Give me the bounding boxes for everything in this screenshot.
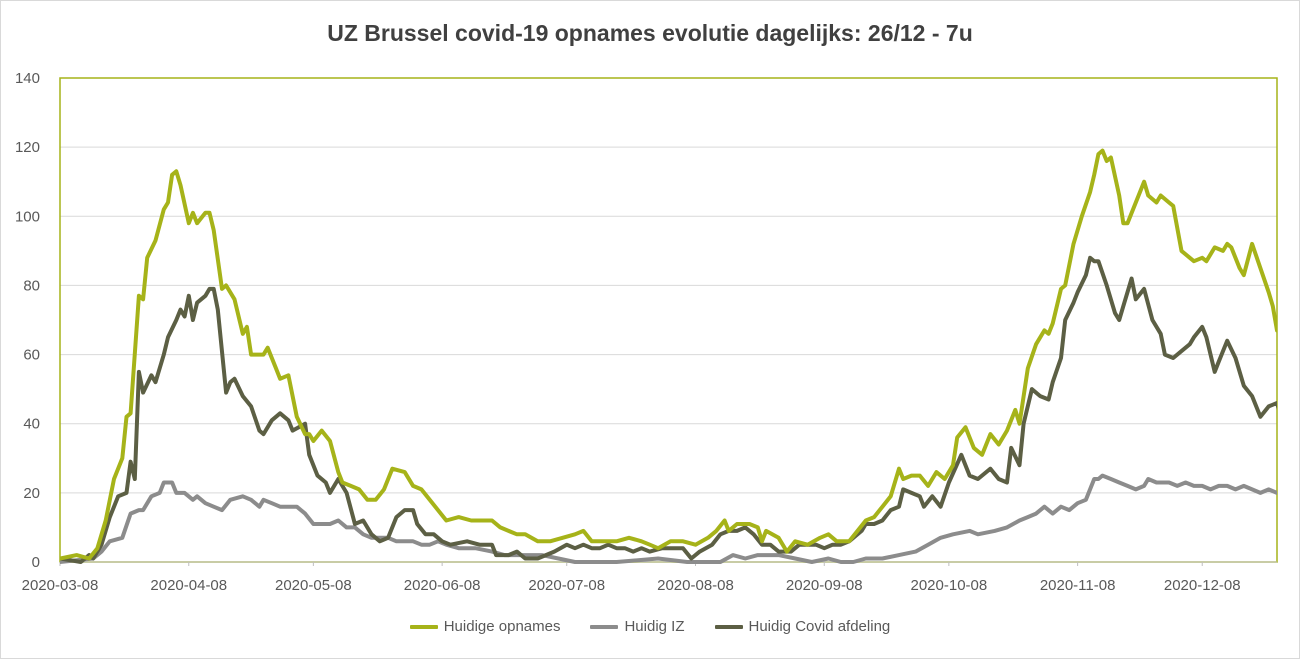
- x-tick-label: 2020-09-08: [786, 577, 863, 594]
- x-tick-label: 2020-07-08: [528, 577, 605, 594]
- plot-area-border: [59, 77, 1278, 563]
- y-tick-label: 120: [15, 139, 40, 156]
- series-layer: [60, 148, 1277, 564]
- legend-swatch-huidig-iz: [590, 624, 619, 629]
- y-tick-label: 40: [23, 416, 40, 433]
- series-line-huidig-covid-afdeling: [60, 255, 1277, 564]
- y-tick-label: 0: [32, 554, 40, 571]
- y-tick-label: 140: [15, 70, 40, 87]
- series-line-huidige-opnames: [60, 148, 1277, 561]
- legend: Huidige opnames Huidig IZ Huidig Covid a…: [0, 618, 1300, 635]
- x-tick-label: 2020-05-08: [275, 577, 352, 594]
- x-tick-label: 2020-06-08: [404, 577, 481, 594]
- y-tick-label: 60: [23, 347, 40, 364]
- y-tick-label: 20: [23, 485, 40, 502]
- legend-item-huidige-opnames: Huidige opnames: [409, 618, 561, 635]
- y-tick-label: 80: [23, 277, 40, 294]
- legend-swatch-huidige-opnames: [409, 624, 438, 629]
- x-tick-label: 2020-04-08: [150, 577, 227, 594]
- legend-label-huidige-opnames: Huidige opnames: [443, 618, 561, 635]
- x-tick-label: 2020-10-08: [910, 577, 987, 594]
- y-tick-label: 100: [15, 208, 40, 225]
- legend-label-huidig-iz: Huidig IZ: [624, 618, 685, 635]
- x-tick-label: 2020-08-08: [657, 577, 734, 594]
- grid-layer: [60, 146, 1277, 494]
- chart-title: UZ Brussel covid-19 opnames evolutie dag…: [327, 20, 973, 46]
- legend-item-huidig-iz: Huidig IZ: [590, 618, 685, 635]
- legend-label-huidig-covid-afdeling: Huidig Covid afdeling: [748, 618, 891, 635]
- x-tick-label: 2020-11-08: [1040, 577, 1116, 594]
- x-tick-label: 2020-03-08: [22, 577, 99, 594]
- x-tick-label: 2020-12-08: [1164, 577, 1241, 594]
- axis-layer: 0 20 40 60 80 100 120 140 2020-03-08 2020-04-08 20…: [15, 70, 1278, 594]
- legend-swatch-huidig-covid-afdeling: [714, 624, 743, 629]
- series-line-huidig-iz: [60, 473, 1277, 564]
- legend-item-huidig-covid-afdeling: Huidig Covid afdeling: [714, 618, 891, 635]
